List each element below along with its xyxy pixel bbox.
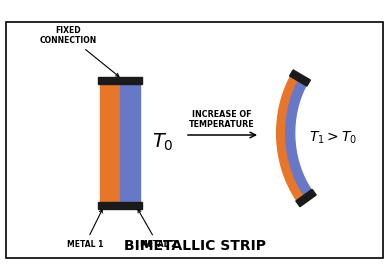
Polygon shape [286, 78, 313, 198]
Text: $T_0$: $T_0$ [152, 132, 174, 153]
Text: FIXED
CONNECTION: FIXED CONNECTION [39, 25, 119, 76]
Text: METAL 2: METAL 2 [138, 209, 176, 249]
Bar [98, 76, 142, 83]
Bar [120, 80, 140, 205]
Polygon shape [296, 189, 316, 207]
Bar [98, 202, 142, 209]
Bar [6, 22, 383, 258]
Text: $T_1 > T_0$: $T_1 > T_0$ [309, 130, 357, 146]
Text: BIMETALLIC STRIP: BIMETALLIC STRIP [124, 239, 266, 253]
Bar [100, 80, 120, 205]
Text: INCREASE OF
TEMPERATURE: INCREASE OF TEMPERATURE [189, 109, 255, 129]
Polygon shape [290, 70, 310, 86]
Polygon shape [277, 73, 306, 203]
Text: METAL 1: METAL 1 [67, 210, 103, 249]
